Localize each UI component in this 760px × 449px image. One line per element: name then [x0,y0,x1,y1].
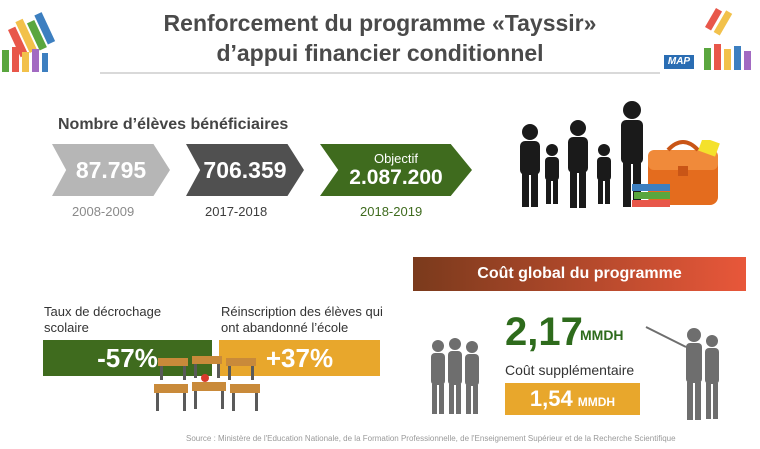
cout-total-value: 2,17 [505,310,583,354]
cout-supplement-label: Coût supplémentaire [505,362,635,378]
year-2018-2019: 2018-2019 [360,204,423,219]
header-divider [100,72,660,74]
eleves-section-label: Nombre d’élèves bénéficiaires [58,116,289,133]
schoolbag-icon [648,140,720,205]
women-silhouette-icon [431,338,479,414]
decrochage-label: Taux de décrochage scolaire [44,304,162,335]
eleves-arrow-objectif: Objectif 2.087.200 [320,144,472,196]
cout-global-banner: Coût global du programme [413,257,746,291]
year-2008-2009: 2008-2009 [72,204,135,219]
title-line-1: Renforcement du programme «Tayssir» [163,10,597,36]
pencils-icon [2,8,751,72]
teacher-silhouette-icon [645,326,719,420]
classroom-desks-icon [154,356,260,411]
eleves-arrow-2017: 706.359 [186,144,304,196]
eleves-arrow-2008: 87.795 [52,144,170,196]
family-silhouette-icon [520,101,643,208]
cout-supplement-box: 1,54 MMDH [505,383,640,415]
title-line-2: d’appui financier conditionnel [216,40,544,66]
cout-supplement-unit: MMDH [577,395,616,409]
page-title: Renforcement du programme «Tayssir» d’ap… [0,8,760,68]
books-icon [632,184,670,207]
eleves-value-2017: 706.359 [203,156,287,183]
source-note: Source : Ministère de l'Education Nation… [186,434,676,443]
reinscription-label: Réinscription des élèves qui ont abandon… [221,304,383,335]
year-2017-2018: 2017-2018 [205,204,268,219]
objectif-label: Objectif [373,150,419,166]
eleves-value-2008: 87.795 [75,156,147,183]
eleves-value-objectif: 2.087.200 [349,165,443,189]
cout-supplement-value: 1,54 [529,386,573,411]
map-logo: MAP [664,55,694,69]
cout-total-unit: MMDH [580,327,624,343]
